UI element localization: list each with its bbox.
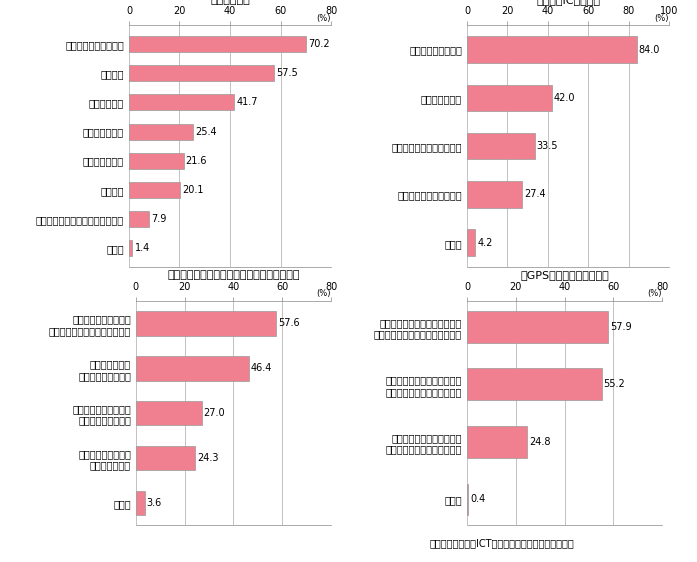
- Title: 【GPS等の位置確認機能】: 【GPS等の位置確認機能】: [520, 270, 609, 280]
- Text: 1.4: 1.4: [135, 243, 150, 253]
- Bar: [129, 94, 234, 111]
- Text: 33.5: 33.5: [536, 141, 558, 151]
- Text: (%): (%): [648, 289, 662, 298]
- Text: 70.2: 70.2: [308, 39, 330, 49]
- Text: (%): (%): [316, 14, 331, 23]
- Bar: [467, 483, 468, 515]
- Bar: [467, 229, 475, 256]
- Title: 《電子タグ》: 《電子タグ》: [210, 0, 250, 5]
- Text: 27.0: 27.0: [204, 408, 225, 418]
- Text: 57.9: 57.9: [610, 321, 631, 332]
- Bar: [129, 182, 180, 198]
- Text: （出典）「企業のICT活用現状調査」（ウェブ調査）: （出典）「企業のICT活用現状調査」（ウェブ調査）: [429, 538, 574, 548]
- Text: (%): (%): [316, 289, 331, 298]
- Text: 7.9: 7.9: [151, 214, 167, 224]
- Bar: [129, 65, 274, 81]
- Text: 24.3: 24.3: [197, 453, 219, 463]
- Bar: [467, 181, 522, 208]
- Text: 3.6: 3.6: [146, 498, 162, 508]
- Text: 84.0: 84.0: [638, 44, 660, 55]
- Text: 25.4: 25.4: [195, 126, 217, 137]
- Bar: [129, 153, 183, 169]
- Bar: [467, 369, 602, 400]
- Bar: [136, 491, 145, 515]
- Bar: [129, 37, 306, 52]
- Text: 27.4: 27.4: [524, 189, 546, 200]
- Bar: [136, 311, 277, 336]
- Bar: [136, 446, 195, 470]
- Text: 4.2: 4.2: [477, 238, 493, 248]
- Bar: [467, 311, 608, 343]
- Bar: [129, 211, 149, 227]
- Text: 55.2: 55.2: [604, 379, 625, 389]
- Text: 20.1: 20.1: [182, 185, 204, 195]
- Text: 42.0: 42.0: [553, 93, 575, 103]
- Bar: [129, 240, 132, 256]
- Bar: [467, 84, 552, 111]
- Bar: [136, 401, 202, 425]
- Text: 24.8: 24.8: [530, 437, 551, 447]
- Text: (%): (%): [654, 14, 669, 23]
- Title: 【非接触ICカード】: 【非接触ICカード】: [536, 0, 600, 5]
- Text: 41.7: 41.7: [236, 97, 258, 107]
- Text: 0.4: 0.4: [470, 495, 485, 505]
- Bar: [467, 133, 535, 160]
- Title: 【新たにネットワーク機能が備わった機器】: 【新たにネットワーク機能が備わった機器】: [167, 270, 300, 280]
- Bar: [467, 426, 528, 457]
- Bar: [129, 124, 193, 139]
- Text: 57.6: 57.6: [278, 318, 300, 328]
- Text: 57.5: 57.5: [276, 69, 298, 78]
- Text: 21.6: 21.6: [185, 156, 207, 166]
- Text: 46.4: 46.4: [251, 363, 273, 373]
- Bar: [467, 37, 637, 63]
- Bar: [136, 356, 249, 380]
